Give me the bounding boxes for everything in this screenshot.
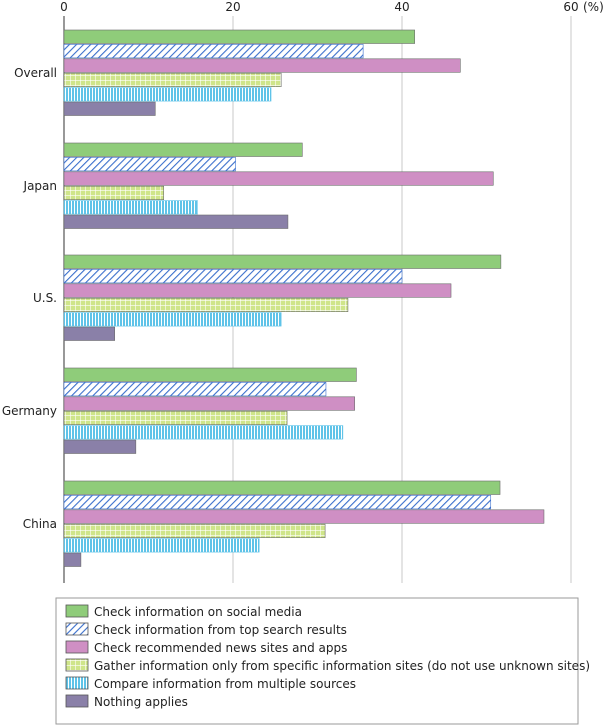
legend-swatch [65, 694, 89, 708]
x-axis-ticks: 0 20 40 60 [60, 0, 578, 14]
bar [63, 185, 165, 200]
legend-swatch [65, 658, 89, 672]
bar [63, 367, 357, 382]
bar [63, 439, 137, 454]
category-label: China [23, 517, 57, 531]
x-tick-label: 0 [60, 0, 68, 14]
legend-swatch [65, 622, 89, 636]
bar [63, 552, 82, 567]
bar [63, 297, 349, 313]
category-label: Japan [23, 179, 57, 193]
bar [63, 396, 355, 411]
legend-label: Check information on social media [94, 605, 302, 619]
bar [63, 44, 364, 59]
legend-swatch [65, 640, 89, 654]
bar [63, 410, 288, 426]
bar [63, 254, 502, 269]
legend-label: Nothing applies [94, 695, 188, 709]
bar [63, 157, 236, 172]
bar [63, 326, 116, 341]
category-label: Germany [2, 404, 57, 418]
bar [63, 538, 260, 553]
bar [63, 142, 303, 157]
bar [63, 87, 272, 102]
bar [63, 523, 326, 539]
x-tick-label: 60 [563, 0, 578, 14]
legend-swatch [65, 604, 89, 618]
bars [63, 29, 545, 567]
bar [63, 171, 494, 186]
bar [63, 200, 198, 215]
bar [63, 495, 492, 510]
legend-label: Check recommended news sites and apps [94, 641, 347, 655]
legend: Check information on social media Check i… [55, 597, 590, 725]
bar [63, 382, 327, 397]
legend-box [55, 597, 579, 725]
bar [63, 214, 289, 229]
x-tick-label: 40 [394, 0, 409, 14]
bar [63, 72, 282, 87]
bar [63, 58, 461, 73]
category-label: U.S. [33, 291, 57, 305]
bar [63, 269, 403, 284]
bar [63, 29, 415, 44]
category-labels: Overall Japan U.S. Germany China [2, 66, 57, 531]
bar [63, 480, 501, 495]
x-axis-unit-label: (%) [583, 0, 604, 14]
legend-label: Gather information only from specific in… [94, 659, 590, 673]
bar [63, 509, 545, 524]
bar [63, 312, 282, 327]
legend-swatch [65, 676, 89, 690]
x-tick-label: 20 [225, 0, 240, 14]
bar [63, 425, 344, 440]
legend-label: Compare information from multiple source… [94, 677, 356, 691]
category-label: Overall [14, 66, 57, 80]
bar [63, 283, 452, 298]
legend-label: Check information from top search result… [94, 623, 347, 637]
bar [63, 101, 156, 116]
